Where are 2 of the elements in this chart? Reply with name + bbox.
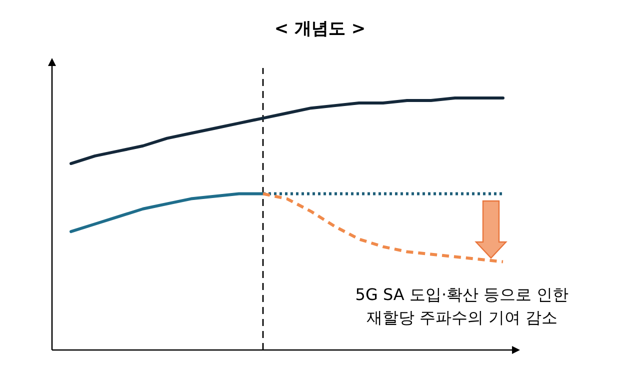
chart-title: < 개념도 > [274, 19, 366, 39]
annotation: 5G SA 도입·확산 등으로 인한 재할당 주파수의 기여 감소 [355, 285, 569, 327]
